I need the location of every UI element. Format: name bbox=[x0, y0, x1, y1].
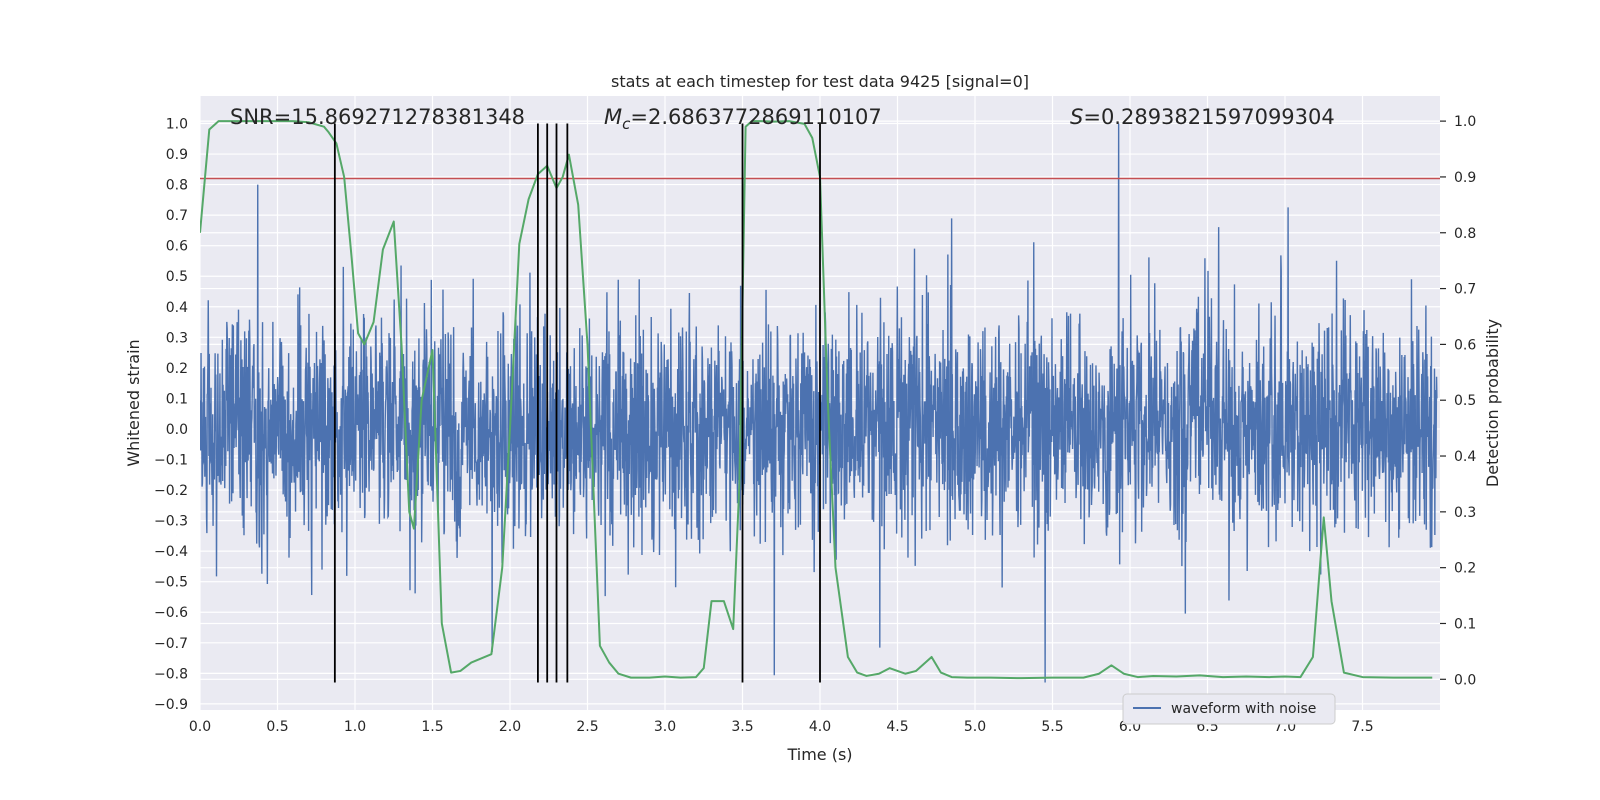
y-tick-label: −0.3 bbox=[154, 514, 188, 530]
y2-tick-label: 0.2 bbox=[1454, 561, 1476, 577]
y2-tick-label: 0.1 bbox=[1454, 616, 1476, 632]
y-tick-label: −0.4 bbox=[154, 544, 188, 560]
legend-box bbox=[1122, 693, 1336, 725]
x-tick-label: 3.0 bbox=[654, 719, 676, 735]
y2-tick-label: 0.7 bbox=[1454, 282, 1476, 298]
y-tick-label: 0.7 bbox=[166, 208, 188, 224]
y-tick-label: −0.2 bbox=[154, 483, 188, 499]
x-tick-label: 5.5 bbox=[1041, 719, 1063, 735]
chart-title: stats at each timestep for test data 942… bbox=[611, 72, 1029, 91]
y-tick-label: −0.9 bbox=[154, 697, 188, 713]
y2-tick-label: 0.5 bbox=[1454, 393, 1476, 409]
s-annotation: S=0.2893821597099304 bbox=[1070, 105, 1335, 129]
y2-tick-label: 1.0 bbox=[1454, 114, 1476, 130]
mc-annotation: Mc=2.6863772869110107 bbox=[604, 105, 882, 133]
y2-tick-label: 0.4 bbox=[1454, 449, 1476, 465]
y-tick-label: 0.4 bbox=[166, 300, 188, 316]
x-tick-label: 2.5 bbox=[576, 719, 598, 735]
y2-tick-label: 0.8 bbox=[1454, 226, 1476, 242]
mc-subscript: c bbox=[622, 115, 631, 133]
y2-tick-label: 0.9 bbox=[1454, 170, 1476, 186]
x-tick-label: 7.5 bbox=[1351, 719, 1373, 735]
y-tick-label: −0.6 bbox=[154, 605, 188, 621]
y-tick-label: 0.9 bbox=[166, 147, 188, 163]
y2-axis-ticks: 1.0 0.9 0.8 0.7 0.6 0.5 0.4 0.3 0.2 0.1 0.0 bbox=[1440, 114, 1476, 688]
y-tick-label: −0.5 bbox=[154, 575, 188, 591]
x-tick-label: 0.5 bbox=[266, 719, 288, 735]
y-tick-label: 0.2 bbox=[166, 361, 188, 377]
y-tick-label: −0.8 bbox=[154, 666, 188, 682]
y-tick-label: 1.0 bbox=[166, 116, 188, 132]
x-tick-label: 1.5 bbox=[421, 719, 443, 735]
y-tick-label: 0.6 bbox=[166, 239, 188, 255]
y-tick-label: 0.1 bbox=[166, 391, 188, 407]
x-tick-label: 0.0 bbox=[189, 719, 211, 735]
y2-tick-label: 0.6 bbox=[1454, 337, 1476, 353]
probability-line bbox=[200, 120, 1433, 680]
x-tick-label: 5.0 bbox=[964, 719, 986, 735]
snr-annotation: SNR=15.869271278381348 bbox=[230, 105, 525, 129]
y-tick-label: 0.0 bbox=[166, 422, 188, 438]
plot-content bbox=[200, 120, 1440, 683]
x-tick-label: 4.0 bbox=[809, 719, 831, 735]
s-value: =0.2893821597099304 bbox=[1083, 105, 1334, 129]
s-symbol: S bbox=[1070, 105, 1083, 129]
mc-value: =2.6863772869110107 bbox=[630, 105, 881, 129]
y-tick-label: −0.1 bbox=[154, 453, 188, 469]
vertical-markers bbox=[333, 123, 821, 683]
legend-label: waveform with noise bbox=[1171, 701, 1316, 717]
y2-axis-title: Detection probability bbox=[1483, 319, 1502, 487]
y-tick-label: 0.5 bbox=[166, 269, 188, 285]
y-tick-label: 0.8 bbox=[166, 178, 188, 194]
y-axis-ticks: 1.0 0.9 0.8 0.7 0.6 0.5 0.4 0.3 0.2 0.1 0.0 −0.1 −0.… bbox=[154, 116, 188, 712]
x-axis-title: Time (s) bbox=[786, 745, 852, 764]
y2-tick-label: 0.3 bbox=[1454, 505, 1476, 521]
x-tick-label: 4.5 bbox=[886, 719, 908, 735]
mc-symbol: M bbox=[604, 105, 622, 129]
legend: waveform with noise bbox=[1122, 693, 1336, 725]
y-axis-title: Whitened strain bbox=[124, 339, 143, 466]
detection-probability-series bbox=[200, 120, 1433, 680]
x-tick-label: 1.0 bbox=[344, 719, 366, 735]
y2-tick-label: 0.0 bbox=[1454, 672, 1476, 688]
x-tick-label: 2.0 bbox=[499, 719, 521, 735]
y-tick-label: 0.3 bbox=[166, 330, 188, 346]
y-tick-label: −0.7 bbox=[154, 636, 188, 652]
x-tick-label: 3.5 bbox=[731, 719, 753, 735]
